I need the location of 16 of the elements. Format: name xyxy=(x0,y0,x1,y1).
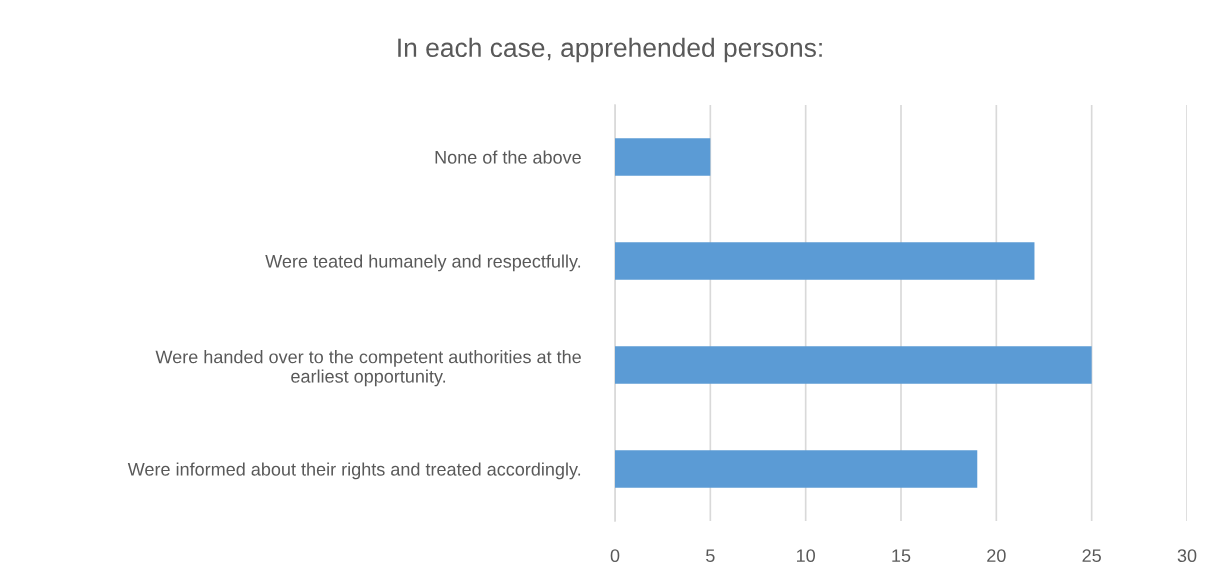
y-tick-label: Were informed about their rights and treated accordingly. xyxy=(127,462,581,480)
bar xyxy=(615,138,711,176)
bar xyxy=(615,346,1092,384)
x-tick-label: 15 xyxy=(892,549,911,563)
chart-title: In each case, apprehended persons: xyxy=(398,37,822,63)
x-tick-label: 0 xyxy=(610,549,620,563)
y-tick-label: Were teated humanely and respectfully. xyxy=(265,254,581,272)
x-tick-label: 20 xyxy=(987,549,1006,563)
x-tick-label: 5 xyxy=(706,549,715,563)
bar xyxy=(615,242,1035,280)
x-tick-label: 10 xyxy=(797,549,815,563)
bar xyxy=(615,450,978,488)
x-tick-label: 25 xyxy=(1082,549,1101,563)
x-tick-label: 30 xyxy=(1177,549,1197,563)
y-tick-label: Were handed over to the competent authorities at the earliest opportunity. xyxy=(155,350,581,387)
y-tick-label: None of the above xyxy=(435,150,581,164)
